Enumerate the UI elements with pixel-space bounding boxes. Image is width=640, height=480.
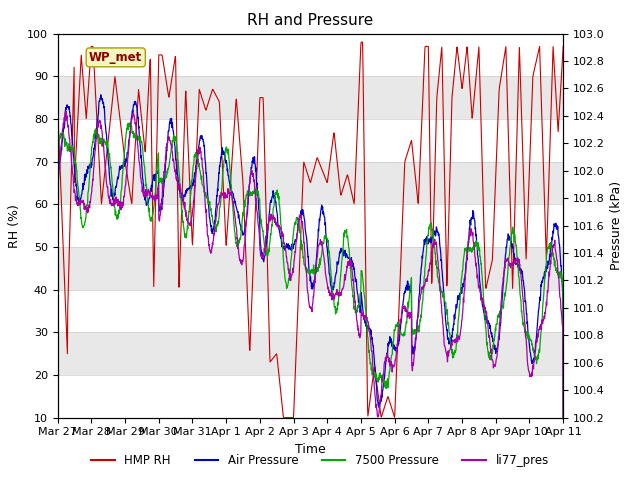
X-axis label: Time: Time	[295, 443, 326, 456]
Y-axis label: Pressure (kPa): Pressure (kPa)	[611, 181, 623, 270]
Y-axis label: RH (%): RH (%)	[8, 204, 21, 248]
Legend: HMP RH, Air Pressure, 7500 Pressure, li77_pres: HMP RH, Air Pressure, 7500 Pressure, li7…	[86, 449, 554, 472]
Text: WP_met: WP_met	[89, 51, 142, 64]
Bar	[58, 76, 563, 119]
Title: RH and Pressure: RH and Pressure	[247, 13, 374, 28]
Bar	[58, 332, 563, 375]
Bar	[58, 247, 563, 289]
Bar	[58, 162, 563, 204]
